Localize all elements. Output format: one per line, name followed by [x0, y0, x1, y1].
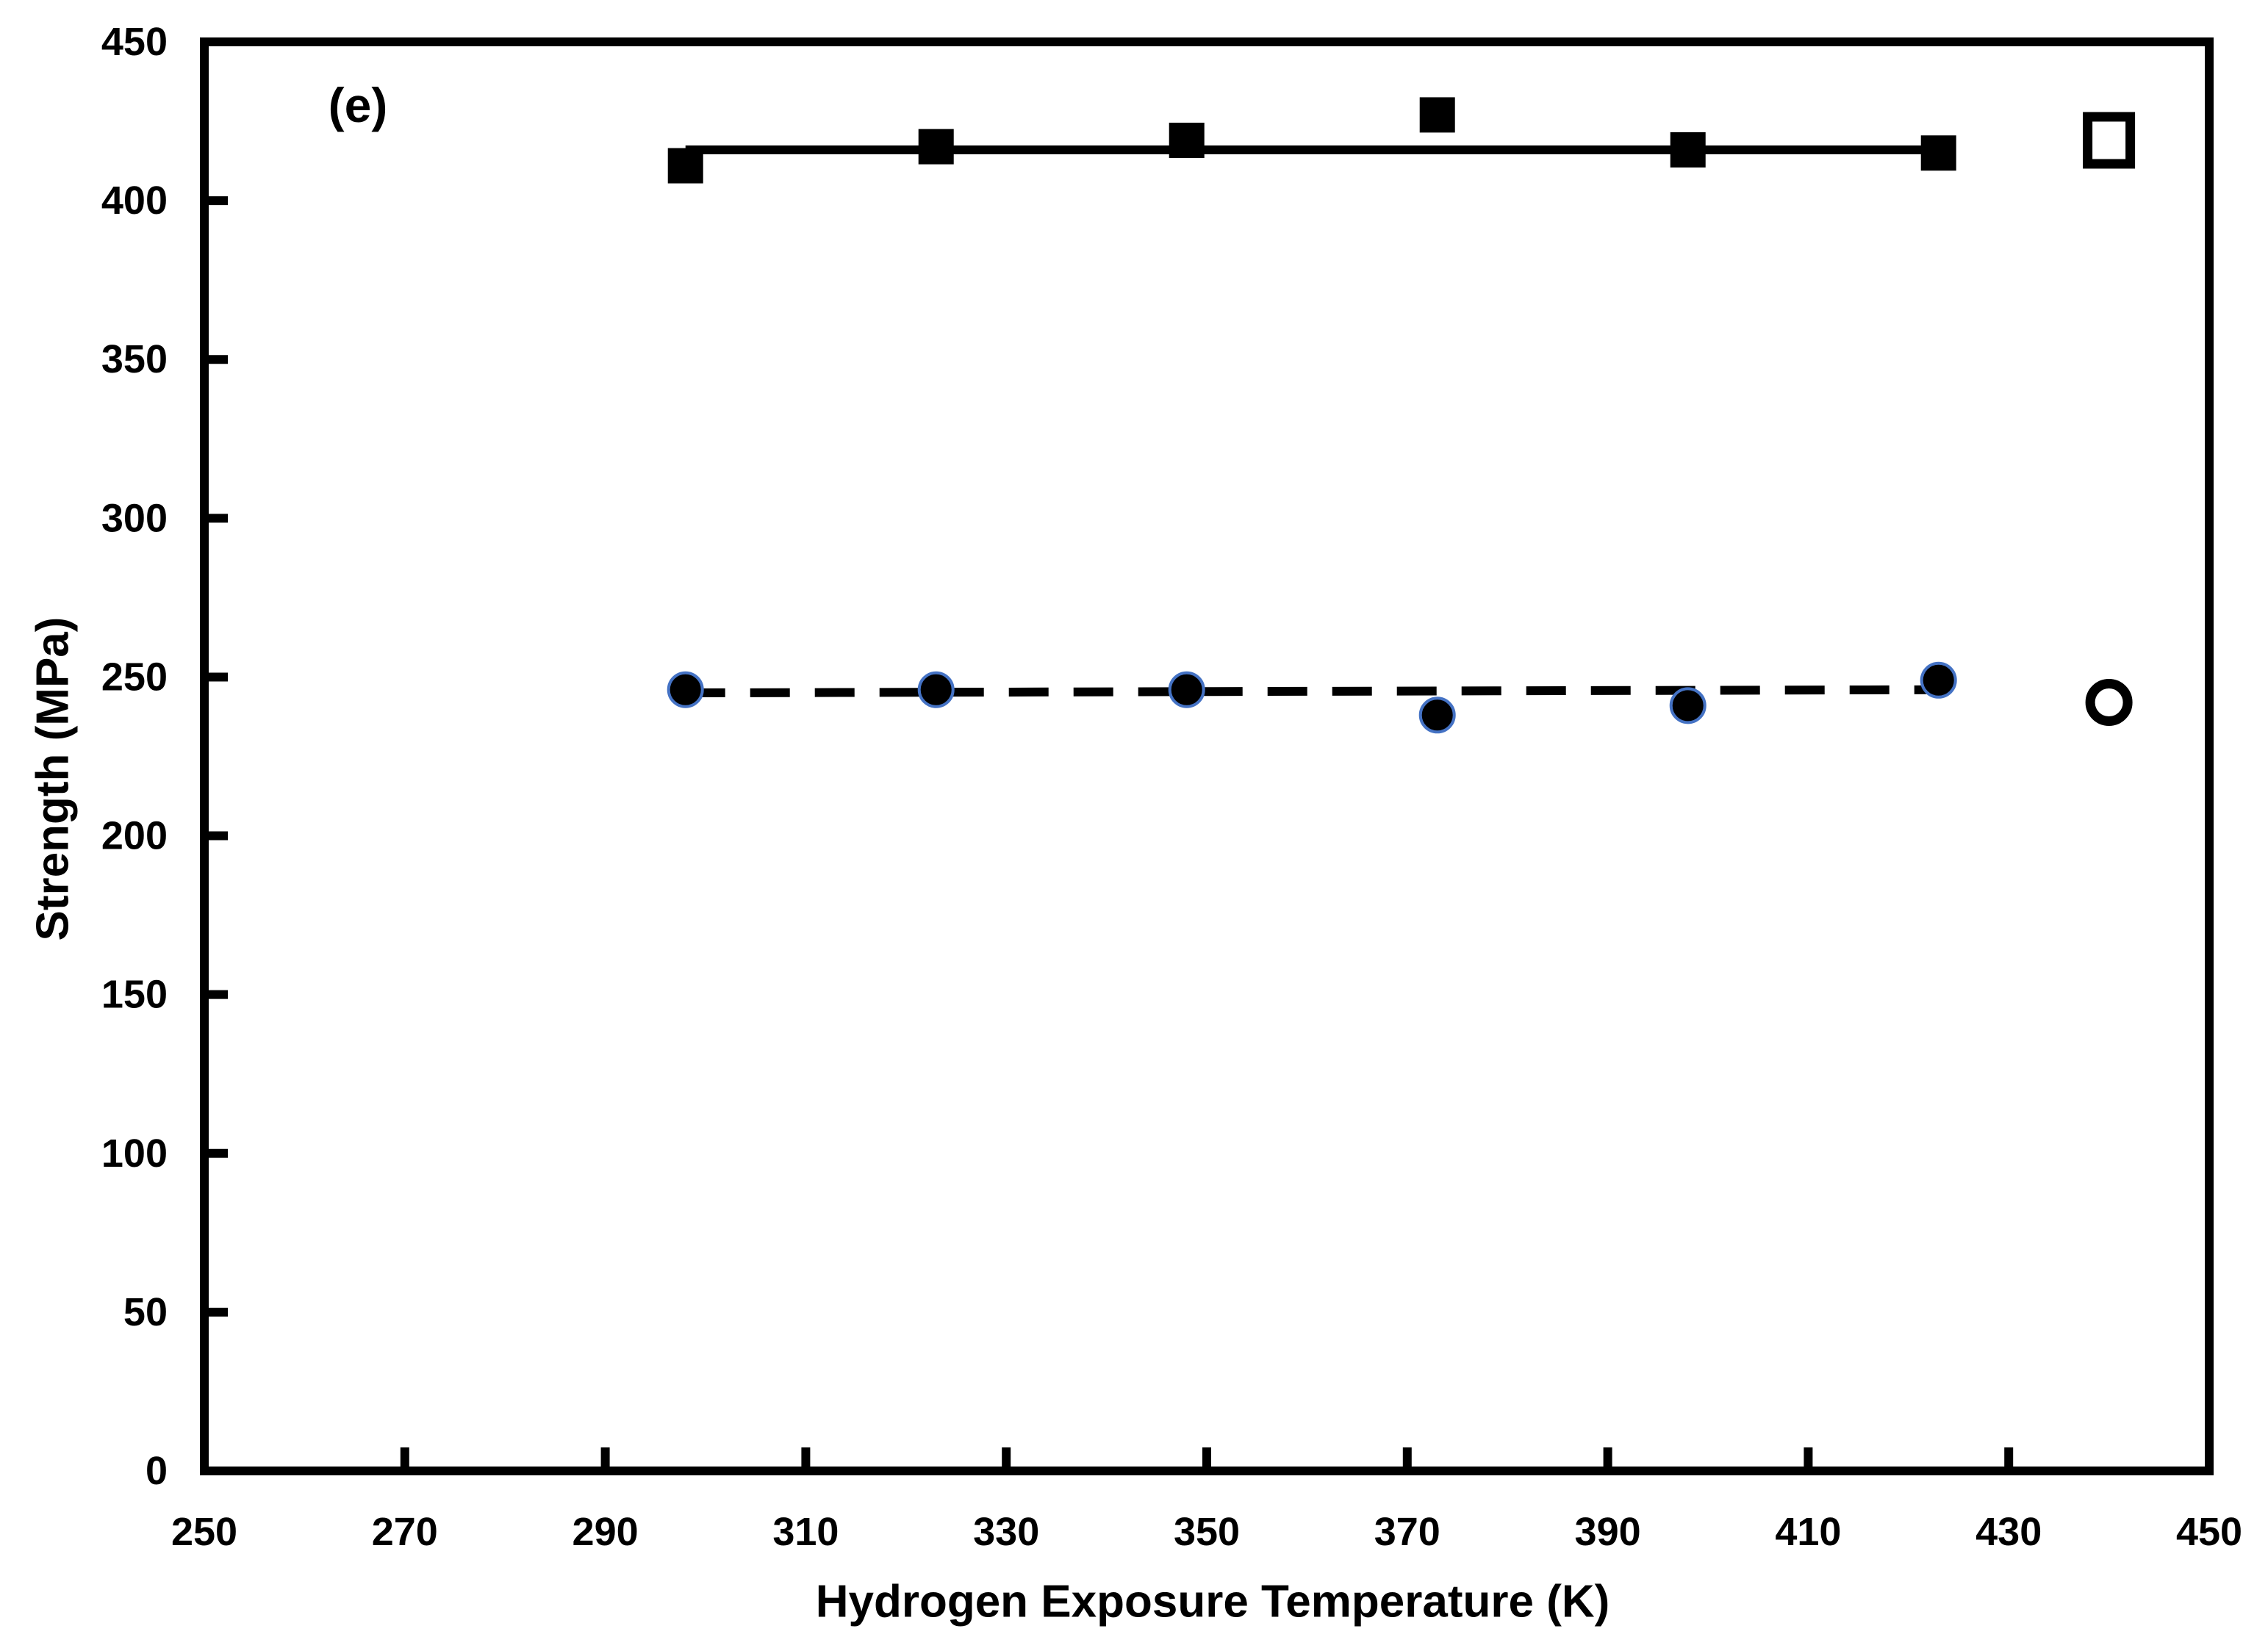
y-axis-tick-label: 50 — [123, 1290, 168, 1334]
x-axis-tick-label: 310 — [772, 1510, 839, 1554]
panel-label: (e) — [328, 78, 388, 132]
data-point-filled-square — [918, 129, 954, 165]
x-axis-tick-label: 450 — [2176, 1510, 2242, 1554]
data-point-filled-square — [667, 148, 703, 184]
x-axis-tick-label: 430 — [1975, 1510, 2042, 1554]
data-point-filled-circle — [1669, 687, 1707, 724]
data-point-filled-circle — [917, 671, 955, 708]
data-point-filled-circle — [667, 671, 704, 708]
y-axis-title: Strength (MPa) — [27, 616, 79, 941]
y-axis-tick-label: 150 — [101, 973, 168, 1017]
x-axis-tick-label: 290 — [573, 1510, 639, 1554]
x-axis-tick-label: 250 — [171, 1510, 237, 1554]
y-axis-tick-label: 450 — [101, 20, 168, 64]
data-point-filled-square — [1169, 122, 1205, 158]
x-axis-title: Hydrogen Exposure Temperature (K) — [815, 1576, 1610, 1627]
y-axis-tick-label: 100 — [101, 1131, 168, 1176]
x-axis-tick-label: 330 — [973, 1510, 1039, 1554]
data-point-filled-square — [1920, 135, 1956, 171]
y-axis-tick-label: 0 — [146, 1449, 168, 1493]
data-point-filled-square — [1419, 97, 1455, 133]
data-point-filled-circle — [1168, 671, 1205, 708]
x-axis-tick-label: 350 — [1174, 1510, 1240, 1554]
x-axis-tick-label: 370 — [1374, 1510, 1440, 1554]
y-axis-tick-label: 200 — [101, 814, 168, 858]
y-axis-tick-label: 400 — [101, 179, 168, 223]
x-axis-tick-label: 390 — [1575, 1510, 1641, 1554]
trend-line-dashed — [685, 685, 1939, 698]
reference-point-open-circle — [2085, 679, 2133, 727]
y-axis-tick-label: 300 — [101, 496, 168, 540]
plot-border — [200, 37, 2214, 1475]
x-axis-tick-label: 270 — [372, 1510, 438, 1554]
data-point-filled-circle — [1418, 697, 1456, 734]
y-axis-tick-label: 250 — [101, 655, 168, 699]
x-axis-tick-label: 410 — [1775, 1510, 1841, 1554]
data-point-filled-square — [1670, 132, 1706, 168]
reference-point-open-square — [2083, 112, 2136, 169]
y-axis-tick-label: 350 — [101, 337, 168, 381]
data-point-filled-circle — [1920, 661, 1957, 699]
